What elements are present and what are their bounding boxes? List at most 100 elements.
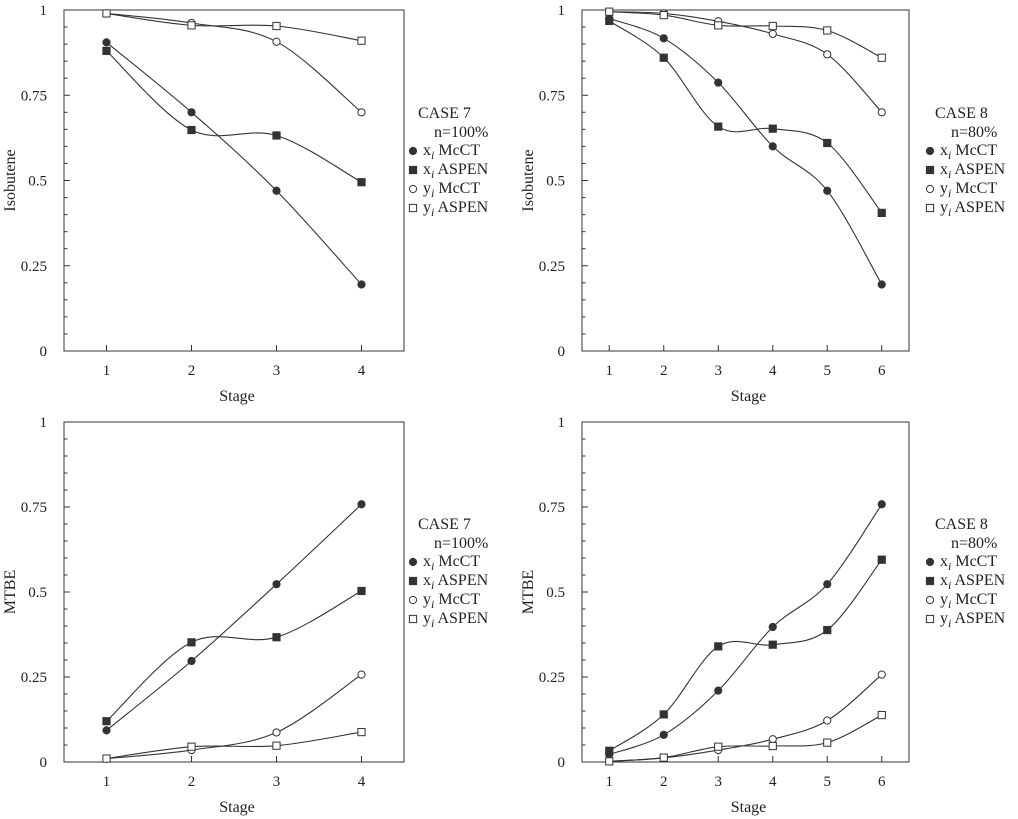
y-tick-label: 1 bbox=[558, 3, 566, 19]
data-point-x-aspen bbox=[823, 138, 832, 148]
data-point-y-aspen bbox=[659, 753, 668, 762]
data-point-x-mcct bbox=[187, 656, 196, 666]
data-point-x-mcct bbox=[714, 78, 723, 87]
series-curve-y-mcct bbox=[609, 11, 883, 113]
legend-entry-y-mcct: yi McCT bbox=[423, 180, 480, 200]
data-point-x-aspen bbox=[768, 124, 777, 133]
y-tick-label: 1 bbox=[40, 3, 48, 19]
x-axis-title: Stage bbox=[731, 388, 767, 405]
y-tick-label: 0.75 bbox=[539, 88, 565, 104]
legend-marker-x-mcct bbox=[925, 146, 935, 156]
data-point-x-aspen bbox=[102, 46, 111, 56]
y-tick-label: 0.25 bbox=[539, 259, 565, 275]
x-tick-label: 3 bbox=[715, 774, 723, 790]
data-point-y-mcct bbox=[272, 728, 281, 737]
y-tick-label: 0 bbox=[558, 344, 566, 360]
x-tick-label: 4 bbox=[769, 363, 777, 379]
series-curve-y-mcct bbox=[106, 12, 362, 113]
y-axis-title: Isobutene bbox=[2, 149, 19, 211]
data-point-x-aspen bbox=[357, 178, 366, 187]
legend-entry-x-aspen: xi ASPEN bbox=[940, 572, 1006, 592]
plot-frame bbox=[63, 9, 405, 352]
data-point-x-aspen bbox=[823, 625, 832, 635]
x-tick-label: 4 bbox=[769, 774, 777, 790]
data-point-x-aspen bbox=[877, 555, 886, 564]
legend-entry-y-mcct: yi McCT bbox=[940, 180, 997, 200]
y-tick-label: 0.5 bbox=[546, 585, 565, 601]
data-point-y-aspen bbox=[768, 21, 777, 31]
data-point-x-aspen bbox=[659, 53, 668, 62]
legend-entry-x-mcct: xi McCT bbox=[940, 142, 997, 162]
legend-marker-x-aspen bbox=[925, 576, 935, 586]
data-point-x-aspen bbox=[714, 122, 723, 131]
series-curve-x-aspen bbox=[106, 590, 362, 722]
x-tick-label: 1 bbox=[103, 363, 111, 379]
data-point-y-aspen bbox=[272, 741, 281, 750]
data-point-x-aspen bbox=[102, 717, 111, 726]
y-tick-label: 0.75 bbox=[539, 500, 565, 516]
data-point-x-aspen bbox=[187, 125, 196, 135]
legend-entry-y-aspen: yi ASPEN bbox=[940, 610, 1006, 630]
y-tick-label: 0.5 bbox=[28, 174, 47, 190]
legend-case-title: CASE 8 bbox=[935, 516, 988, 533]
legend-marker-x-mcct bbox=[408, 557, 418, 567]
legend-entry-x-mcct: xi McCT bbox=[423, 553, 480, 573]
data-point-x-aspen bbox=[272, 131, 281, 140]
y-axis-title: MTBE bbox=[2, 570, 19, 614]
data-point-x-aspen bbox=[272, 633, 281, 642]
x-tick-label: 6 bbox=[878, 774, 886, 790]
legend-entry-y-aspen: yi ASPEN bbox=[423, 610, 489, 630]
data-point-x-mcct bbox=[272, 580, 281, 589]
x-tick-label: 1 bbox=[103, 774, 111, 790]
data-point-y-aspen bbox=[605, 7, 614, 16]
y-tick-label: 0 bbox=[558, 755, 566, 771]
data-point-y-aspen bbox=[659, 11, 668, 20]
data-point-y-aspen bbox=[102, 754, 111, 763]
data-point-y-mcct bbox=[357, 670, 366, 679]
series-curve-y-aspen bbox=[609, 714, 883, 762]
data-point-x-aspen bbox=[187, 638, 196, 647]
legend-case-title: CASE 8 bbox=[935, 105, 988, 122]
data-point-x-aspen bbox=[605, 16, 614, 26]
legend-entry-y-aspen: yi ASPEN bbox=[940, 199, 1006, 219]
data-point-y-mcct bbox=[768, 29, 777, 38]
data-point-x-mcct bbox=[714, 686, 723, 695]
y-tick-label: 0.5 bbox=[28, 585, 47, 601]
y-tick-label: 0.25 bbox=[21, 670, 47, 686]
data-point-x-aspen bbox=[877, 208, 886, 217]
data-point-x-mcct bbox=[102, 726, 111, 735]
x-tick-label: 4 bbox=[358, 363, 366, 379]
data-point-x-mcct bbox=[877, 280, 886, 289]
data-point-y-aspen bbox=[714, 742, 723, 751]
x-tick-label: 2 bbox=[188, 363, 196, 379]
legend-case-title: CASE 7 bbox=[418, 516, 471, 533]
plot-frame bbox=[63, 421, 405, 763]
data-point-y-mcct bbox=[272, 37, 281, 46]
data-point-x-aspen bbox=[357, 586, 366, 596]
legend-marker-x-aspen bbox=[408, 165, 418, 175]
legend-efficiency-label: n=80% bbox=[951, 124, 997, 141]
data-point-x-mcct bbox=[357, 280, 366, 289]
legend-entry-x-mcct: xi McCT bbox=[940, 553, 997, 573]
data-point-y-aspen bbox=[877, 710, 886, 720]
data-point-y-mcct bbox=[768, 735, 777, 744]
data-point-x-mcct bbox=[357, 500, 366, 509]
y-tick-label: 1 bbox=[40, 415, 48, 431]
legend-marker-y-mcct bbox=[925, 595, 935, 605]
data-point-x-aspen bbox=[714, 642, 723, 651]
chart-panel-case8-isobutene: 0 0.25 0.5 0.75 1 1 2 3 4 5 6 Stage Isobutene CASE 8 n… bbox=[520, 3, 1006, 405]
series-curve-x-mcct bbox=[106, 503, 362, 731]
data-point-x-mcct bbox=[768, 622, 777, 632]
data-point-y-aspen bbox=[272, 21, 281, 31]
data-point-y-mcct bbox=[877, 670, 886, 679]
legend-marker-x-aspen bbox=[408, 576, 418, 586]
data-point-y-aspen bbox=[714, 21, 723, 30]
series-curve-x-mcct bbox=[609, 17, 883, 285]
data-point-x-aspen bbox=[768, 640, 777, 649]
series-curve-y-aspen bbox=[106, 731, 362, 760]
